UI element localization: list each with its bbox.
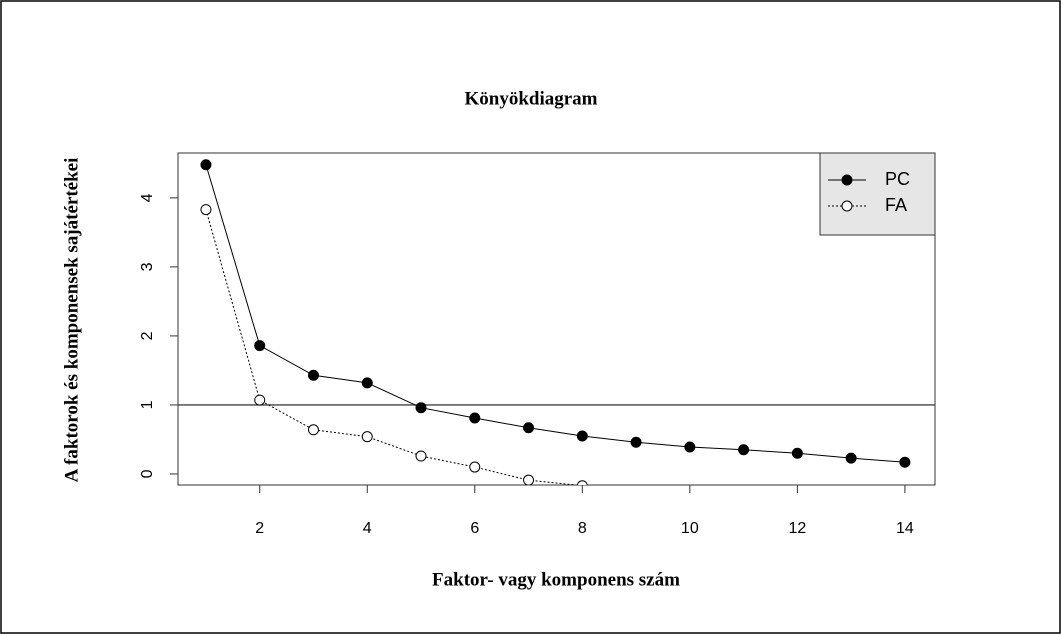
data-point	[523, 474, 535, 485]
data-point	[307, 369, 319, 381]
x-tick-label: 2	[255, 520, 264, 537]
data-point	[899, 456, 911, 468]
plot-frame	[177, 152, 936, 486]
legend-label: PC	[885, 169, 910, 189]
x-tick-label: 12	[788, 520, 806, 537]
data-point	[307, 424, 319, 436]
y-tick-label: 2	[139, 331, 156, 340]
x-tick-label: 14	[896, 520, 914, 537]
data-point	[576, 430, 588, 442]
data-point	[845, 452, 857, 464]
data-point	[469, 461, 481, 473]
legend-marker	[841, 200, 853, 212]
x-tick-label: 6	[470, 520, 479, 537]
chart-title: Könyökdiagram	[464, 88, 597, 109]
plot-area	[200, 159, 911, 485]
y-tick-label: 0	[139, 469, 156, 478]
data-point	[200, 159, 212, 171]
x-tick-label: 10	[681, 520, 699, 537]
legend-box	[819, 152, 936, 236]
data-point	[254, 340, 266, 352]
x-tick-label: 4	[363, 520, 372, 537]
data-point	[576, 480, 588, 485]
y-axis-label: A faktorok és komponensek sajátértékei	[61, 158, 82, 483]
data-point	[361, 377, 373, 389]
data-point	[254, 394, 266, 406]
legend-label: FA	[885, 195, 907, 215]
x-tick-label: 8	[578, 520, 587, 537]
x-axis-label: Faktor- vagy komponens szám	[432, 569, 680, 590]
y-tick-label: 3	[139, 262, 156, 271]
data-point	[523, 422, 535, 434]
data-point	[469, 412, 481, 424]
y-tick-label: 4	[139, 193, 156, 202]
data-point	[361, 431, 373, 443]
data-point	[415, 450, 427, 462]
data-point	[791, 447, 803, 459]
legend-marker	[841, 174, 853, 186]
series-line	[205, 209, 581, 485]
y-tick-label: 1	[139, 400, 156, 409]
data-point	[200, 204, 212, 216]
data-point	[415, 402, 427, 414]
data-point	[684, 441, 696, 453]
series-line	[205, 164, 905, 463]
data-point	[738, 444, 750, 456]
data-point	[630, 436, 642, 448]
